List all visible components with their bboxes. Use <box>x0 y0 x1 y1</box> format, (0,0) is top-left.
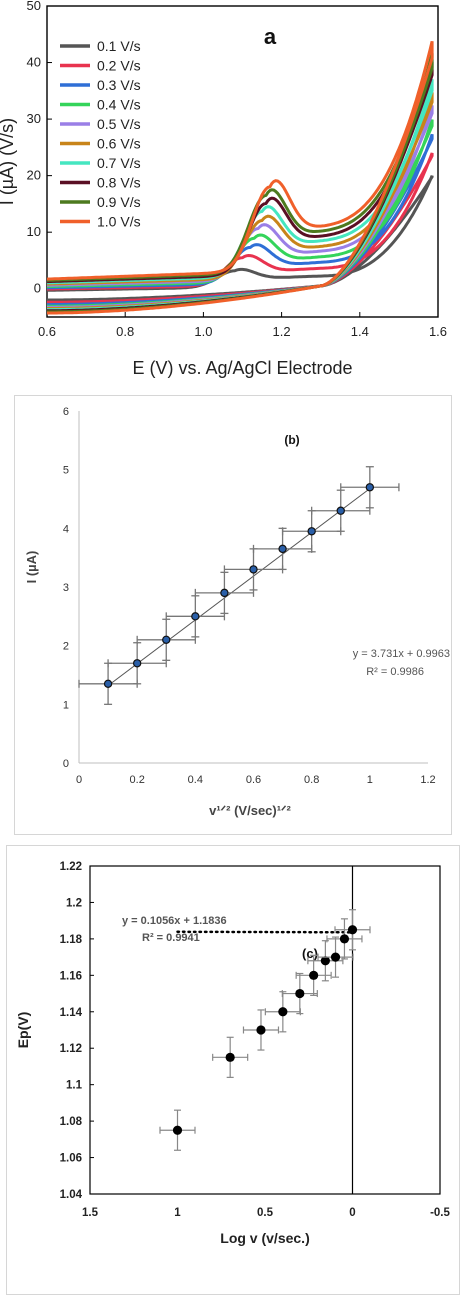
x-tick-label: 0.6 <box>246 774 261 786</box>
data-point <box>103 679 113 688</box>
y-tick-label: 5 <box>63 465 69 477</box>
y-tick-label: 0 <box>34 281 41 296</box>
data-point <box>320 956 330 966</box>
y-tick-label: 6 <box>63 406 69 418</box>
data-point <box>132 659 142 668</box>
chart-b-svg: 0 1 2 3 4 5 6 0 0.2 0.4 0.6 0.8 1 1.2 v¹ᐟ² (V/sec)¹ᐟ² I… <box>24 406 450 818</box>
y-tick-label: 1 <box>63 699 69 711</box>
plot-frame <box>46 5 439 318</box>
chart-title: a <box>264 24 277 49</box>
chart-title: (b) <box>284 433 299 447</box>
y-tick-label: 3 <box>63 582 69 594</box>
y-tick-label: 40 <box>27 55 41 70</box>
y-tick-label: 1.04 <box>60 1189 83 1201</box>
y-tick-label: 20 <box>27 168 41 183</box>
data-point <box>225 1052 235 1062</box>
data-point <box>191 612 200 621</box>
x-tick-label: 0.5 <box>257 1207 274 1219</box>
x-tick-label: 1.4 <box>351 324 369 339</box>
x-axis-label: E (V) vs. Ag/AgCl Electrode <box>132 358 352 378</box>
x-tick-label: 0.6 <box>38 324 56 339</box>
y-tick-label: 2 <box>63 641 69 653</box>
r2-label: R² = 0.9941 <box>142 932 200 944</box>
data-point <box>307 527 316 536</box>
y-tick-label: 10 <box>27 224 41 239</box>
data-point <box>330 952 341 962</box>
data-point <box>278 544 287 554</box>
legend-label: 1.0 V/s <box>97 214 141 230</box>
x-axis-label: v¹ᐟ² (V/sec)¹ᐟ² <box>209 803 291 818</box>
x-tick-label: 0.4 <box>188 774 203 786</box>
y-axis-label: Ep(V) <box>15 1012 31 1049</box>
data-point <box>249 565 258 574</box>
y-tick-label: 1.14 <box>60 1007 83 1019</box>
legend-label: 0.4 V/s <box>97 97 141 113</box>
y-tick-label: 1.12 <box>60 1043 82 1055</box>
y-axis-label: I (µA) (V/s) <box>0 118 17 205</box>
legend-label: 0.5 V/s <box>97 116 141 132</box>
data-point <box>336 506 345 515</box>
data-point <box>295 988 305 999</box>
legend-label: 0.6 V/s <box>97 136 141 152</box>
y-tick-label: 4 <box>63 523 69 535</box>
trend-line <box>176 930 354 934</box>
y-tick-label: 0 <box>63 758 69 770</box>
x-tick-label: -0.5 <box>430 1207 450 1219</box>
y-tick-label: 1.1 <box>66 1080 83 1092</box>
y-tick-label: 1.2 <box>66 897 82 909</box>
chart-c-panel: 1.04 1.06 1.08 1.1 1.12 1.14 1.16 1.18 1.2 1.22 1.… <box>0 845 462 1300</box>
y-tick-label: 1.06 <box>60 1153 82 1165</box>
x-tick-label: 1.2 <box>273 324 291 339</box>
y-tick-label: 50 <box>27 0 41 13</box>
legend-label: 0.2 V/s <box>97 58 141 74</box>
chart-a-panel: 0 10 20 30 40 50 0.6 0.8 1.0 1.2 1.4 1.6 E (V) vs. A… <box>0 0 462 380</box>
series-line <box>46 40 434 315</box>
y-tick-label: 1.08 <box>60 1116 83 1128</box>
chart-b-panel: 0 1 2 3 4 5 6 0 0.2 0.4 0.6 0.8 1 1.2 v¹ᐟ² (V/sec)¹ᐟ² I… <box>0 395 462 835</box>
data-point <box>278 1007 288 1017</box>
x-tick-label: 0 <box>349 1207 355 1219</box>
chart-c-svg: 1.04 1.06 1.08 1.1 1.12 1.14 1.16 1.18 1.2 1.22 1.… <box>15 861 451 1246</box>
y-axis-label: I (µA) <box>24 551 39 584</box>
data-point <box>365 483 375 492</box>
x-tick-label: 0.8 <box>304 774 319 786</box>
data-point <box>220 588 229 598</box>
x-tick-label: 1.2 <box>420 774 435 786</box>
equation-label: y = 3.731x + 0.9963 <box>353 648 450 660</box>
legend-label: 0.1 V/s <box>97 38 141 54</box>
trend-line <box>107 488 371 686</box>
r2-label: R² = 0.9986 <box>366 666 424 678</box>
chart-b-frame <box>14 395 452 835</box>
data-point <box>339 934 350 944</box>
legend-label: 0.9 V/s <box>97 194 141 210</box>
x-tick-label: 0.2 <box>130 774 145 786</box>
x-axis-label: Log v (v/sec.) <box>220 1230 309 1246</box>
data-point <box>309 970 319 980</box>
y-tick-label: 30 <box>27 111 41 126</box>
y-tick-label: 1.22 <box>60 861 82 873</box>
x-tick-label: 1 <box>367 774 373 786</box>
chart-a-svg: 0 10 20 30 40 50 0.6 0.8 1.0 1.2 1.4 1.6 E (V) vs. A… <box>0 0 447 378</box>
x-tick-label: 1.0 <box>194 324 212 339</box>
legend-label: 0.3 V/s <box>97 77 141 93</box>
data-point <box>347 925 358 935</box>
data-point <box>256 1025 266 1035</box>
chart-title: (c) <box>302 946 318 961</box>
legend-label: 0.7 V/s <box>97 155 141 171</box>
data-point <box>162 635 171 644</box>
x-tick-label: 0.8 <box>116 324 134 339</box>
x-tick-label: 1.5 <box>82 1207 99 1219</box>
y-tick-label: 1.16 <box>60 970 82 982</box>
data-point <box>172 1125 183 1135</box>
plot-frame <box>89 865 441 1195</box>
x-tick-label: 0 <box>76 774 82 786</box>
y-tick-label: 1.18 <box>60 934 83 946</box>
equation-label: y = 0.1056x + 1.1836 <box>122 915 227 927</box>
x-tick-label: 1.6 <box>429 324 447 339</box>
chart-c-frame <box>6 845 460 1295</box>
legend-label: 0.8 V/s <box>97 175 141 191</box>
x-tick-label: 1 <box>174 1207 181 1219</box>
